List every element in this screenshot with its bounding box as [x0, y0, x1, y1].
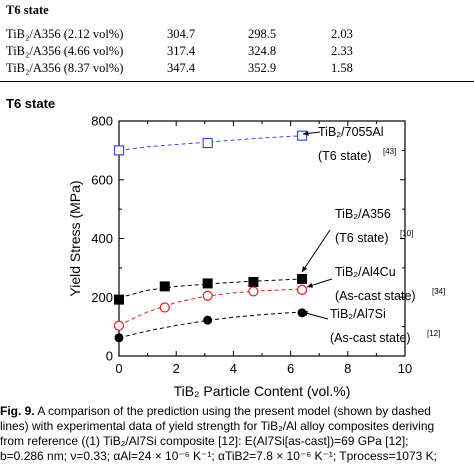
y-tick-label: 600	[91, 172, 113, 187]
table-cell: TiB₂/A356 (4.66 vol%)	[6, 44, 124, 58]
y-axis-label: Yield Stress (MPa)	[67, 180, 83, 296]
annotation-arrowhead	[303, 130, 309, 136]
table-cell: 2.03	[331, 27, 353, 41]
data-point	[297, 274, 308, 285]
series-annotation-state: (T6 state)	[335, 231, 389, 245]
table-cell: 1.58	[331, 61, 353, 75]
annotation-arrowhead	[307, 282, 313, 288]
model-curve	[118, 288, 303, 326]
annotation-arrow	[301, 229, 331, 273]
chart-axes: 0 2 4 6 8 10 0 200 400 600 800 TiB₂ Particle Conten…	[67, 114, 412, 400]
table-cell: 2.33	[331, 44, 353, 58]
table-cell: 347.4	[167, 61, 196, 75]
data-points	[113, 130, 308, 343]
model-curves	[118, 135, 303, 339]
series-annotation-ref: [34]	[432, 287, 445, 296]
table-cell: TiB₂/A356 (2.12 vol%)	[6, 27, 124, 41]
x-tick-label: 8	[344, 361, 351, 376]
series-annotation-state: (As-cast state)	[335, 289, 416, 303]
series-annotations: TiB₂/7055Al (T6 state) [43] TiB₂/A356 (T6 st…	[301, 125, 445, 345]
data-point	[297, 308, 307, 318]
series-annotation-name: TiB₂/Al4Cu	[335, 265, 396, 279]
table-cell: 352.9	[248, 61, 277, 75]
x-tick-label: 0	[115, 361, 122, 376]
data-point	[248, 276, 259, 287]
data-point	[296, 284, 308, 296]
table-cell: 317.4	[167, 44, 196, 58]
x-tick-label: 2	[173, 361, 180, 376]
table-cell: 298.5	[248, 27, 277, 41]
data-point	[296, 130, 308, 141]
annotation-arrowhead	[302, 310, 308, 316]
data-point	[113, 145, 125, 156]
series-annotation-ref: [12]	[427, 329, 440, 338]
data-point	[113, 320, 125, 331]
annotation-arrowhead	[302, 266, 308, 272]
series-annotation-ref: [43]	[383, 147, 396, 156]
figure-caption: Fig. 9. A comparison of the prediction u…	[0, 404, 474, 464]
table-cell: 324.8	[248, 44, 277, 58]
data-point	[248, 286, 259, 297]
y-tick-label: 0	[106, 349, 113, 364]
x-tick-label: 10	[398, 361, 412, 376]
section-title: T6 state	[6, 96, 56, 111]
table-bottom-rule	[0, 81, 474, 82]
series-annotation-ref: [10]	[400, 229, 413, 238]
data-point	[202, 278, 213, 289]
series-annotation-state: (As-cast state)	[330, 331, 411, 345]
x-tick-label: 6	[287, 361, 294, 376]
table-header: T6 state	[6, 3, 49, 17]
table-cell: 304.7	[167, 27, 196, 41]
table-cell: TiB₂/A356 (8.37 vol%)	[6, 61, 124, 75]
data-point	[159, 281, 170, 292]
y-tick-label: 200	[91, 290, 113, 305]
series-annotation-name: TiB₂/A356	[335, 207, 391, 221]
y-tick-label: 400	[91, 231, 113, 246]
yield-stress-chart: 0 2 4 6 8 10 0 200 400 600 800 TiB₂ Particle Conten…	[67, 114, 445, 400]
series-annotation-name: TiB₂/7055Al	[318, 125, 384, 139]
data-point	[114, 294, 124, 305]
y-tick-label: 800	[91, 114, 113, 129]
series-annotation-name: TiB₂/Al7Si	[330, 307, 386, 321]
data-point	[202, 137, 213, 149]
data-point	[203, 315, 213, 325]
x-tick-label: 4	[230, 361, 237, 376]
series-annotation-state: (T6 state)	[318, 149, 372, 163]
data-point	[202, 290, 213, 301]
data-point	[159, 302, 170, 313]
data-point	[114, 333, 124, 343]
caption-line: lines) with experimental data of yield s…	[0, 419, 435, 433]
figure-label: Fig. 9.	[0, 404, 35, 418]
caption-line: A comparison of the prediction using the…	[37, 404, 431, 418]
caption-line: from reference ((1) TiB₂/Al7Si composite…	[0, 434, 409, 448]
caption-line: b=0.286 nm; ν=0.33; αAl=24 × 10⁻⁶ K⁻¹; α…	[0, 449, 438, 463]
x-axis-label: TiB₂ Particle Content (vol.%)	[174, 383, 351, 399]
model-curve	[118, 311, 303, 339]
